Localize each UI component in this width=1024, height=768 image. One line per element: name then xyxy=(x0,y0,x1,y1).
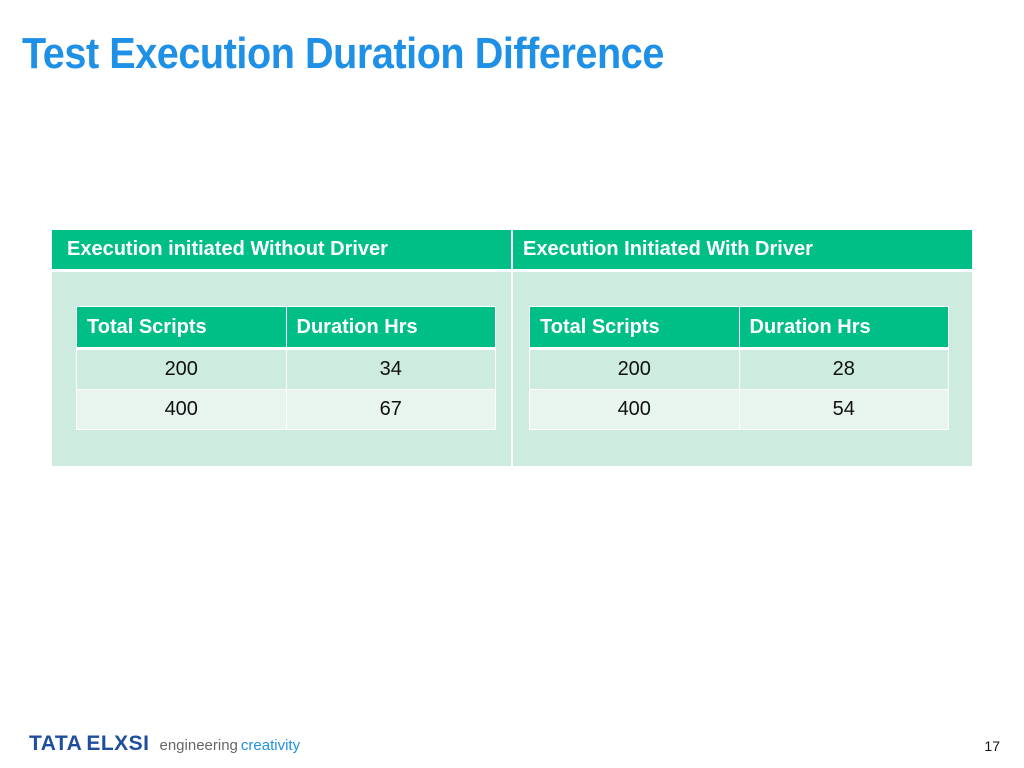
cell-duration-hrs: 67 xyxy=(285,389,496,430)
column-header-duration-hrs: Duration Hrs xyxy=(738,306,949,350)
cell-duration-hrs: 54 xyxy=(738,389,949,430)
logo-tata-text: TATA xyxy=(29,732,83,755)
column-header-total-scripts: Total Scripts xyxy=(529,306,740,350)
cell-total-scripts: 200 xyxy=(529,348,740,390)
slide-title: Test Execution Duration Difference xyxy=(22,29,664,78)
column-header-total-scripts: Total Scripts xyxy=(76,306,287,350)
comparison-body-row: Total Scripts Duration Hrs 200 34 xyxy=(52,270,972,466)
cell-total-scripts: 400 xyxy=(76,389,287,430)
panel-with-driver: Total Scripts Duration Hrs 200 28 xyxy=(512,270,972,466)
logo-elxsi-text: ELXSI xyxy=(86,732,150,755)
header-without-driver: Execution initiated Without Driver xyxy=(52,230,513,272)
table-row: 400 54 xyxy=(529,389,949,430)
header-with-driver: Execution Initiated With Driver xyxy=(512,230,972,272)
comparison-table: Execution initiated Without Driver Execu… xyxy=(52,230,972,466)
page-number: 17 xyxy=(984,738,1000,754)
comparison-header-row: Execution initiated Without Driver Execu… xyxy=(52,230,972,272)
table-row: 200 34 xyxy=(76,348,496,390)
tagline-engineering: engineering xyxy=(159,737,238,754)
results-header-row: Total Scripts Duration Hrs xyxy=(529,306,949,350)
table-row: 400 67 xyxy=(76,389,496,430)
tagline-creativity: creativity xyxy=(240,737,301,754)
cell-duration-hrs: 28 xyxy=(738,348,949,390)
results-table-without-driver: Total Scripts Duration Hrs 200 34 xyxy=(76,306,496,430)
column-header-duration-hrs: Duration Hrs xyxy=(285,306,496,350)
panel-without-driver: Total Scripts Duration Hrs 200 34 xyxy=(52,270,513,466)
cell-total-scripts: 200 xyxy=(76,348,287,390)
table-row: 200 28 xyxy=(529,348,949,390)
company-logo: TATA ELXSI engineering creativity xyxy=(29,732,300,760)
cell-duration-hrs: 34 xyxy=(285,348,496,390)
results-table-with-driver: Total Scripts Duration Hrs 200 28 xyxy=(529,306,949,430)
cell-total-scripts: 400 xyxy=(529,389,740,430)
results-header-row: Total Scripts Duration Hrs xyxy=(76,306,496,350)
